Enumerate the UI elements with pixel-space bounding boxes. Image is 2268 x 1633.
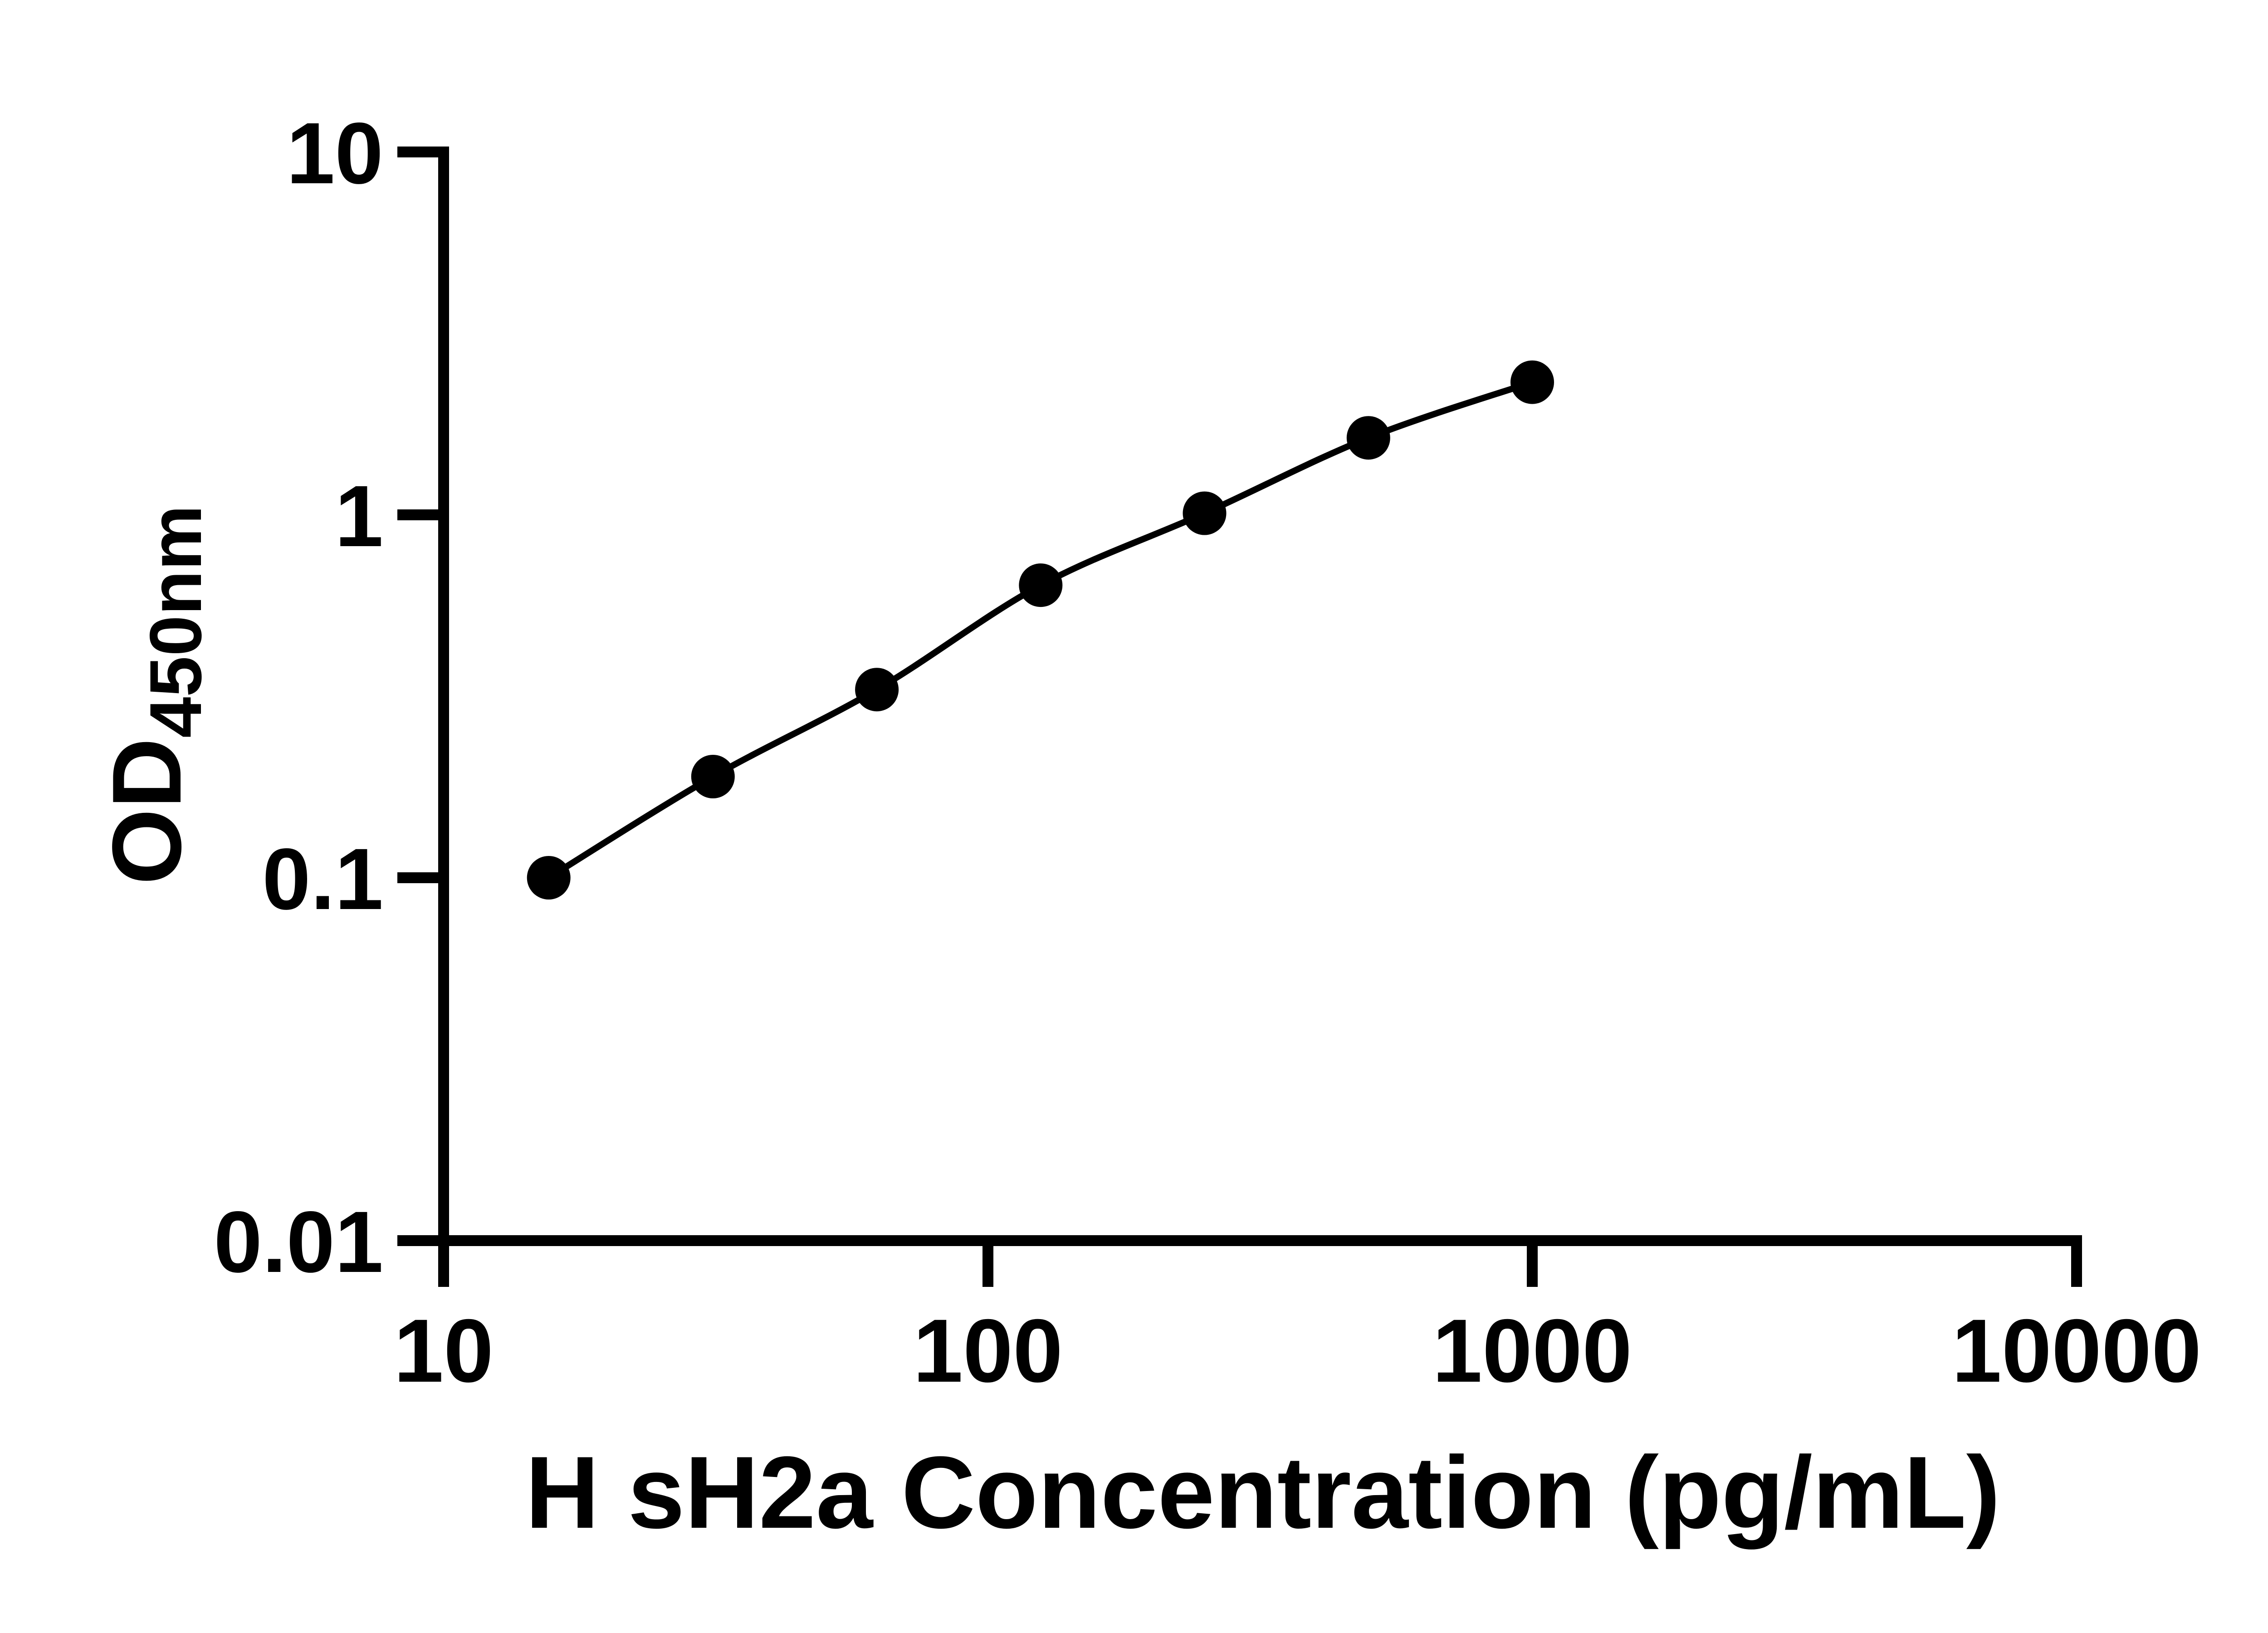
y-tick-label-0.1: 0.1 — [262, 830, 383, 928]
y-axis: 10 1 0.1 0.01 — [214, 104, 449, 1291]
y-axis-tick-labels: 10 1 0.1 0.01 — [214, 104, 383, 1291]
y-tick-label-10: 10 — [286, 104, 383, 202]
y-axis-title: OD450nm — [92, 505, 217, 885]
x-tick-label-10: 10 — [394, 1301, 494, 1401]
x-tick-label-10000: 10000 — [1952, 1301, 2202, 1401]
x-tick-label-1000: 1000 — [1432, 1301, 1632, 1401]
x-axis-ticks — [438, 1246, 2082, 1287]
x-tick-label-100: 100 — [913, 1301, 1063, 1401]
x-axis: 10 100 1000 10000 — [394, 1235, 2201, 1401]
y-tick-label-1: 1 — [335, 467, 383, 565]
y-axis-ticks — [397, 147, 438, 1246]
data-point-250 — [1183, 491, 1227, 535]
y-tick-label-0.01: 0.01 — [214, 1193, 383, 1291]
data-point-1000 — [1510, 360, 1554, 404]
data-point-15.6 — [527, 856, 571, 900]
data-point-500 — [1346, 416, 1390, 460]
x-axis-tick-labels: 10 100 1000 10000 — [394, 1301, 2201, 1401]
data-points — [527, 360, 1554, 900]
data-point-31.25 — [691, 755, 735, 798]
standard-curve-line — [545, 379, 1535, 881]
x-axis-title: H sH2a Concentration (pg/mL) — [525, 1435, 2000, 1550]
data-point-62.5 — [855, 668, 899, 712]
y-axis-title-main: OD — [92, 738, 201, 885]
data-point-125 — [1019, 563, 1063, 607]
y-axis-title-subscript: 450nm — [135, 505, 217, 738]
